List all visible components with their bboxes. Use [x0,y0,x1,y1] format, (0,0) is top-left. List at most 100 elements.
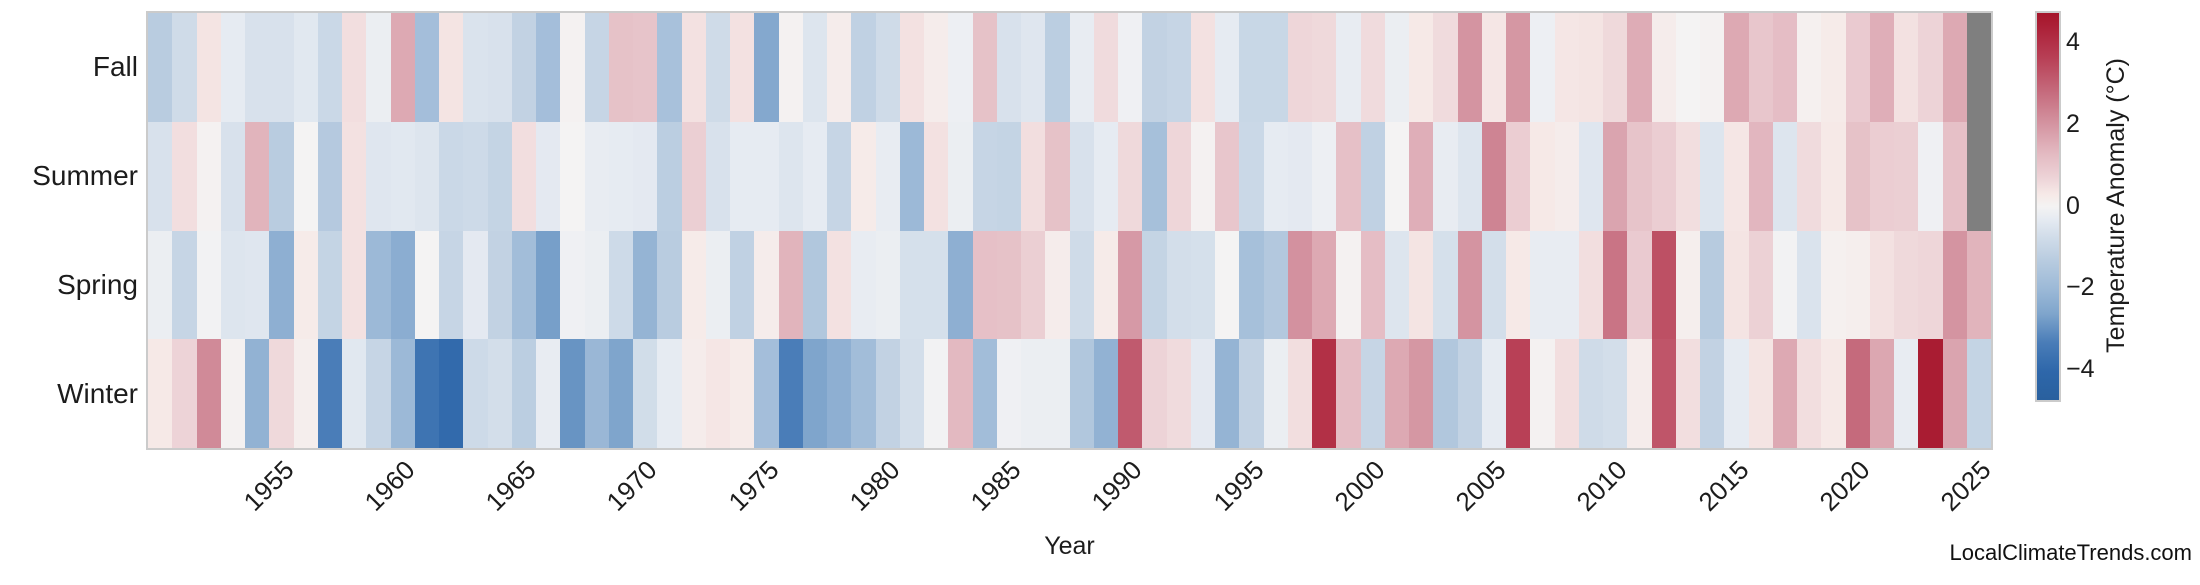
heatmap-cell [1966,13,1991,122]
heatmap-cell [1530,121,1555,231]
heatmap-cell [1239,121,1264,231]
heatmap-cell [972,13,997,122]
heatmap-cell [148,121,173,231]
heatmap-cell [536,121,561,231]
heatmap-cell [1772,230,1797,340]
heatmap-cell [1506,339,1531,448]
heatmap-cell [1506,121,1531,231]
heatmap-cell [1263,13,1288,122]
heatmap-cell [1409,13,1434,122]
heatmap-cell [1409,339,1434,448]
heatmap-cell [1336,230,1361,340]
heatmap-cell [1142,339,1167,448]
heatmap-cell [463,121,488,231]
heatmap-cell [1021,339,1046,448]
heatmap-cell [439,230,464,340]
heatmap-cell [487,230,512,340]
heatmap-cell [1578,339,1603,448]
heatmap-cell [1312,13,1337,122]
heatmap-cell [245,339,270,448]
heatmap-cell [754,121,779,231]
x-tick-label: 1975 [722,454,785,517]
heatmap-cell [1627,339,1652,448]
heatmap-cell [948,121,973,231]
heatmap-cell [1748,121,1773,231]
heatmap-cell [924,339,949,448]
heatmap-cell [536,230,561,340]
heatmap-cell [1239,13,1264,122]
heatmap-cell [1748,13,1773,122]
heatmap-cell [536,13,561,122]
heatmap-cell [148,230,173,340]
heatmap-cell [681,339,706,448]
heatmap-cell [851,339,876,448]
heatmap-cell [1457,13,1482,122]
heatmap-row-winter [148,339,1991,448]
heatmap-cell [633,13,658,122]
heatmap-cell [827,13,852,122]
heatmap-cell [1797,13,1822,122]
heatmap-cell [948,339,973,448]
heatmap-cell [172,13,197,122]
watermark-text: LocalClimateTrends.com [1949,540,2193,565]
heatmap-cell [390,230,415,340]
heatmap-cell [875,230,900,340]
heatmap-cell [657,13,682,122]
heatmap-cell [511,339,536,448]
heatmap-cell [996,230,1021,340]
heatmap-cell [1869,230,1894,340]
heatmap-cell [560,339,585,448]
heatmap-cell [1142,13,1167,122]
heatmap-cell [269,13,294,122]
heatmap-cell [1069,13,1094,122]
heatmap-cell [245,121,270,231]
heatmap-cell [851,230,876,340]
heatmap-cell [1069,121,1094,231]
heatmap-cell [1845,13,1870,122]
heatmap-cell [317,13,342,122]
heatmap-cell [1481,121,1506,231]
x-tick-label: 1980 [843,454,906,517]
heatmap-cell [269,121,294,231]
heatmap-cell [1142,230,1167,340]
heatmap-cell [754,230,779,340]
heatmap-cell [1021,13,1046,122]
heatmap-cell [802,230,827,340]
heatmap-cell [487,13,512,122]
heatmap-cell [317,339,342,448]
heatmap-cell [414,121,439,231]
heatmap-cell [608,121,633,231]
heatmap-cell [1093,339,1118,448]
heatmap-cell [899,339,924,448]
heatmap-cell [196,121,221,231]
heatmap-cell [220,13,245,122]
heatmap-cell [1966,339,1991,448]
heatmap-cell [1651,230,1676,340]
heatmap-cell [1603,13,1628,122]
heatmap-cell [1942,339,1967,448]
heatmap-cell [1918,339,1943,448]
heatmap-cell [1578,121,1603,231]
heatmap-cell [1409,230,1434,340]
heatmap-cell [1724,230,1749,340]
heatmap-cell [584,339,609,448]
heatmap-cell [705,13,730,122]
heatmap-cell [1821,13,1846,122]
heatmap-cell [1287,230,1312,340]
heatmap-cell [1045,121,1070,231]
colorbar [2035,11,2061,402]
heatmap-cell [317,230,342,340]
heatmap-cell [1360,13,1385,122]
heatmap-cell [1433,339,1458,448]
colorbar-tick-label: −4 [2066,355,2095,384]
heatmap-cell [220,339,245,448]
heatmap-cell [1384,230,1409,340]
heatmap-cell [657,230,682,340]
heatmap-cell [996,13,1021,122]
heatmap-cell [1918,230,1943,340]
heatmap-cell [1118,121,1143,231]
heatmap-cell [1894,230,1919,340]
heatmap-cell [778,230,803,340]
heatmap-cell [1700,13,1725,122]
colorbar-tick-label: −2 [2066,273,2095,302]
